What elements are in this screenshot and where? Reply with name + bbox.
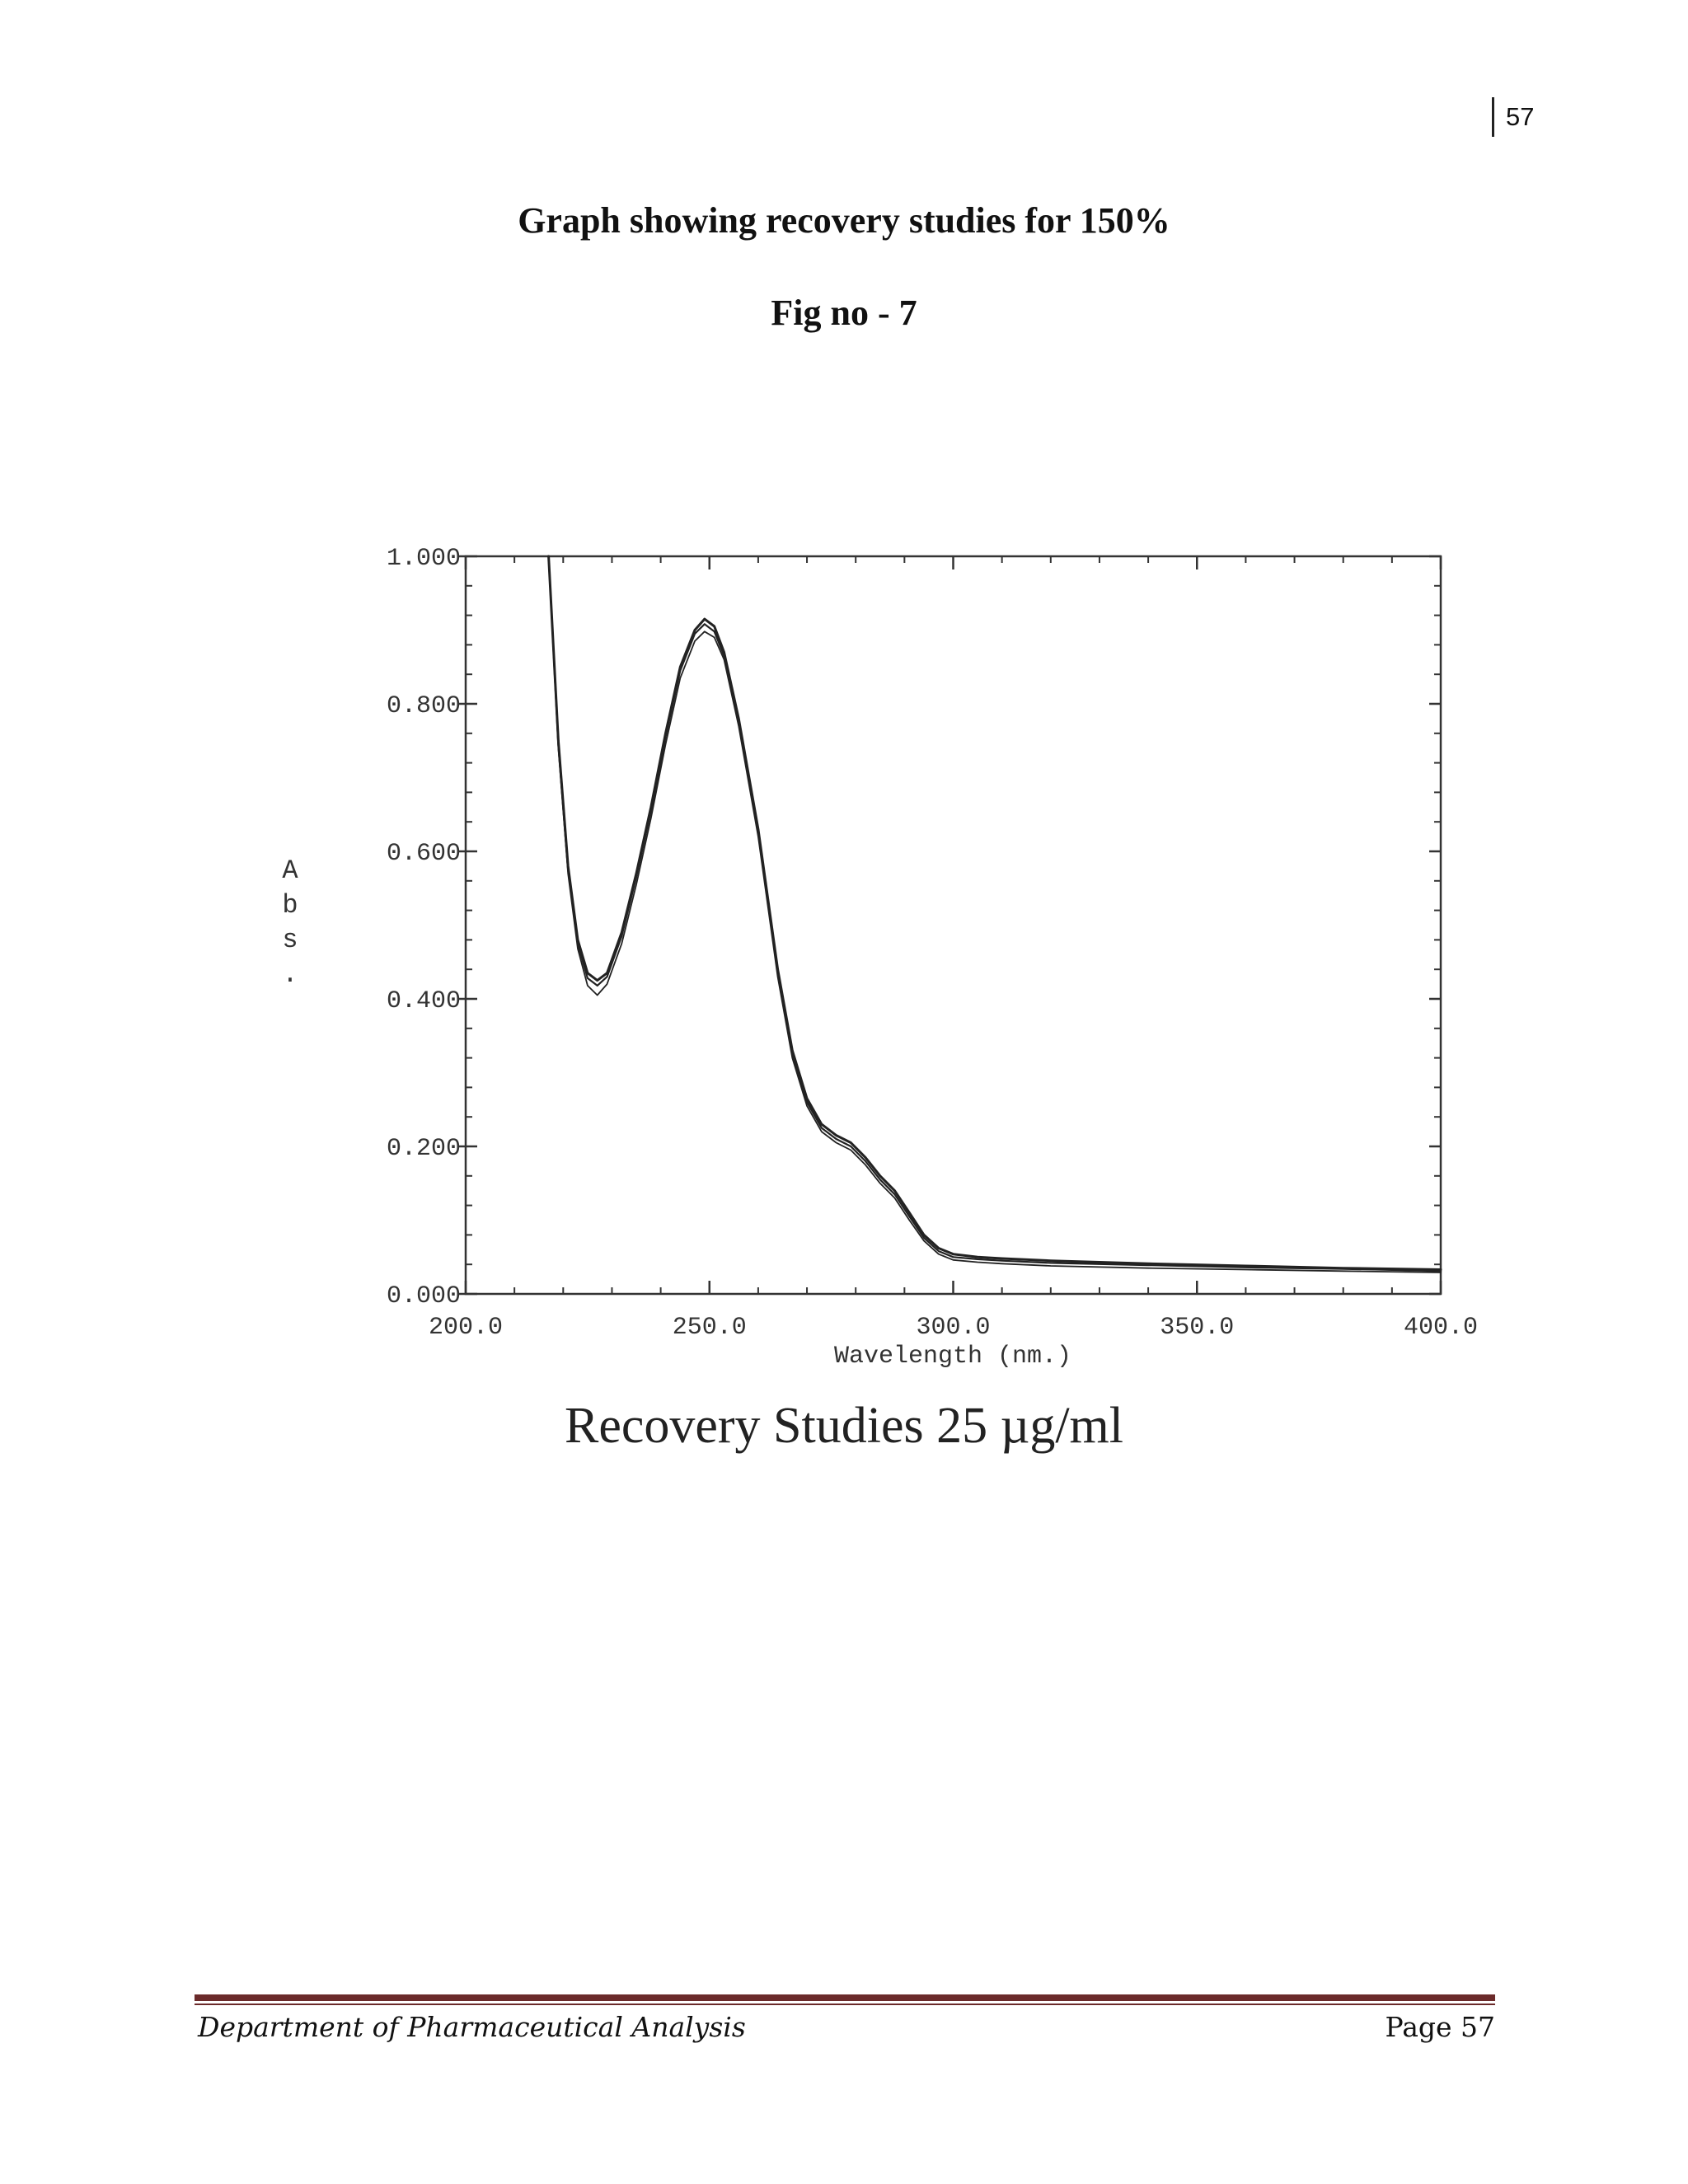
y-axis-label-char: A: [282, 855, 298, 886]
y-axis-label-char: .: [282, 959, 298, 990]
absorbance-spectrum-chart: 1.000 0.800 0.600 0.400 0.200 0.000 200.0 250.…: [282, 545, 1478, 1371]
figure-caption: Recovery Studies 25 µg/ml: [564, 1398, 1124, 1454]
x-tick-labels: 200.0 250.0 300.0 350.0 400.0: [429, 1314, 1478, 1342]
y-tick-label: 0.000: [387, 1282, 461, 1310]
x-tick-label: 400.0: [1404, 1314, 1478, 1342]
footer-rule-thin: [195, 2004, 1495, 2005]
series-line-3: [547, 555, 1442, 1273]
page-number: 57: [1492, 97, 1534, 137]
footer-page-label: Page 57: [1385, 2011, 1495, 2043]
x-tick-label: 200.0: [429, 1314, 503, 1342]
y-tick-label: 0.800: [387, 692, 461, 720]
y-tick-labels: 1.000 0.800 0.600 0.400 0.200 0.000: [387, 545, 461, 1310]
major-ticks: [457, 555, 1442, 1296]
footer-department: Department of Pharmaceutical Analysis: [198, 2011, 746, 2043]
y-axis-label-char: b: [282, 890, 298, 921]
footer-rule: [195, 1994, 1495, 2001]
y-axis-label-char: s: [282, 925, 298, 955]
x-axis-label: Wavelength (nm.): [834, 1343, 1071, 1371]
y-tick-label: 0.400: [387, 987, 461, 1015]
figure-label: Fig no - 7: [771, 293, 917, 333]
x-tick-label: 250.0: [673, 1314, 747, 1342]
minor-ticks: [465, 555, 1442, 1295]
y-tick-label: 1.000: [387, 545, 461, 573]
page-title: Graph showing recovery studies for 150%: [518, 200, 1170, 241]
x-tick-label: 350.0: [1160, 1314, 1234, 1342]
y-tick-label: 0.600: [387, 840, 461, 868]
series-lines: [547, 555, 1442, 1273]
plot-frame: [464, 555, 1442, 1296]
x-tick-label: 300.0: [916, 1314, 990, 1342]
series-line-2: [547, 555, 1442, 1272]
y-axis-label: Abs.: [282, 855, 298, 990]
y-tick-label: 0.200: [387, 1135, 461, 1163]
